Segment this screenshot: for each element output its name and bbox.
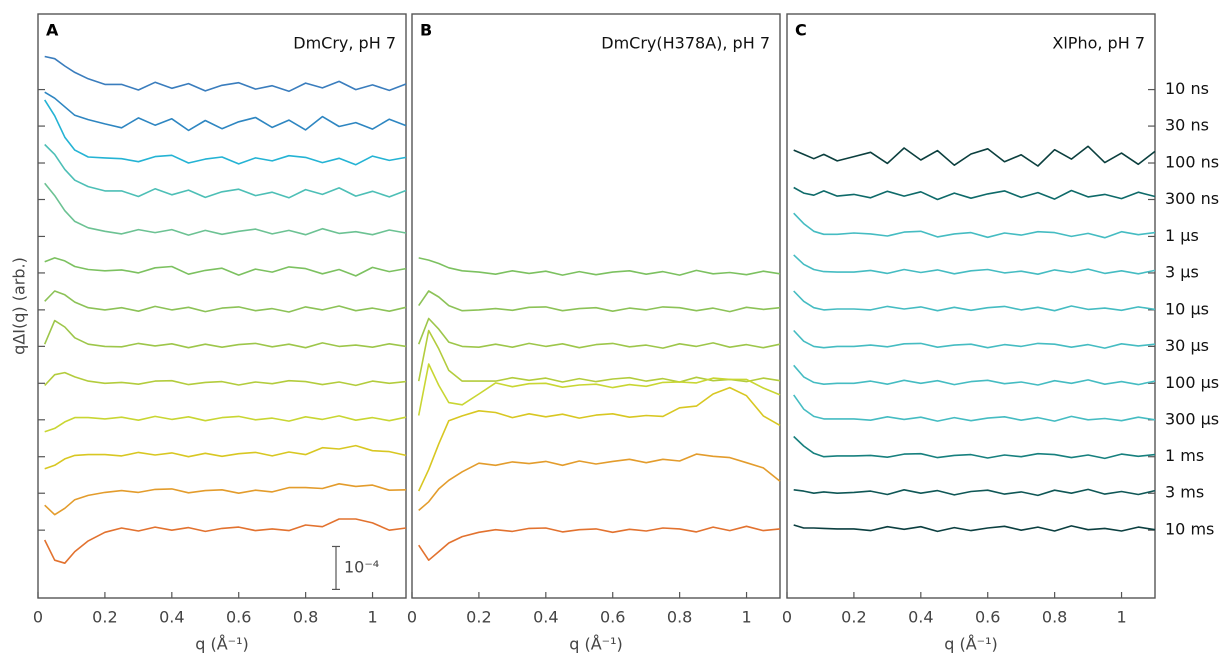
x-axis-label: q (Å⁻¹) xyxy=(195,635,249,654)
curve xyxy=(418,257,781,276)
x-tick-label: 0.2 xyxy=(92,608,117,627)
panel-letter: B xyxy=(420,21,432,40)
x-tick-label: 1 xyxy=(741,608,751,627)
delay-label: 1 ms xyxy=(1165,446,1204,465)
delay-label: 3 ms xyxy=(1165,483,1204,502)
delay-label: 300 µs xyxy=(1165,409,1219,428)
x-tick-label: 0.8 xyxy=(1042,608,1067,627)
delay-label: 3 µs xyxy=(1165,262,1199,281)
curve xyxy=(793,524,1156,533)
x-tick-label: 0.6 xyxy=(226,608,251,627)
delay-label: 10 µs xyxy=(1165,299,1209,318)
curve xyxy=(793,186,1156,201)
x-tick-label: 0.4 xyxy=(159,608,184,627)
x-tick-label: 0.2 xyxy=(841,608,866,627)
x-axis-label: q (Å⁻¹) xyxy=(944,635,998,654)
x-tick-label: 0.8 xyxy=(667,608,692,627)
curve xyxy=(44,483,407,516)
x-tick-label: 1 xyxy=(367,608,377,627)
panel-letter: A xyxy=(46,21,59,40)
delay-label: 30 µs xyxy=(1165,336,1209,355)
x-tick-label: 0.8 xyxy=(293,608,318,627)
delay-label: 10 ns xyxy=(1165,79,1209,98)
curve xyxy=(793,394,1156,422)
curve xyxy=(43,518,407,564)
curve xyxy=(418,453,781,512)
panel-title: DmCry(H378A), pH 7 xyxy=(601,34,770,53)
curve xyxy=(44,257,407,277)
curve xyxy=(793,145,1156,167)
curve xyxy=(44,143,407,199)
y-axis-label: qΔI(q) (arb.) xyxy=(10,257,29,355)
curve xyxy=(44,290,407,313)
curve xyxy=(793,212,1156,239)
delay-label: 300 ns xyxy=(1165,189,1219,208)
x-tick-label: 1 xyxy=(1116,608,1126,627)
curve xyxy=(793,488,1156,497)
curve xyxy=(418,525,781,561)
curve xyxy=(44,99,407,166)
curve xyxy=(417,317,781,349)
curve xyxy=(793,329,1156,349)
x-axis-label: q (Å⁻¹) xyxy=(569,635,623,654)
panel-title: DmCry, pH 7 xyxy=(293,34,396,53)
x-tick-label: 0.6 xyxy=(600,608,625,627)
delay-label: 30 ns xyxy=(1165,116,1209,135)
curve xyxy=(417,363,781,416)
curve xyxy=(43,319,407,349)
scale-bar-label: 10⁻⁴ xyxy=(344,557,379,576)
curve xyxy=(44,55,407,93)
curve xyxy=(793,364,1156,386)
delay-label: 1 µs xyxy=(1165,226,1199,245)
panel-letter: C xyxy=(795,21,807,40)
panel-frame xyxy=(37,13,407,599)
curve xyxy=(417,329,781,383)
panel-frame xyxy=(411,13,781,599)
panel-frame xyxy=(786,13,1156,599)
curve xyxy=(44,182,407,236)
curve xyxy=(793,254,1156,275)
curve xyxy=(793,290,1156,312)
x-tick-label: 0.6 xyxy=(975,608,1000,627)
delay-label: 100 ns xyxy=(1165,153,1219,172)
curve xyxy=(417,386,781,492)
curve xyxy=(44,91,407,132)
x-tick-label: 0.4 xyxy=(533,608,558,627)
x-tick-label: 0 xyxy=(782,608,792,627)
x-tick-label: 0 xyxy=(33,608,43,627)
curve xyxy=(44,415,407,433)
delay-label: 10 ms xyxy=(1165,520,1214,539)
x-tick-label: 0 xyxy=(407,608,417,627)
curve xyxy=(793,435,1156,460)
curve xyxy=(44,444,407,470)
curve xyxy=(44,371,407,387)
x-tick-label: 0.2 xyxy=(466,608,491,627)
x-tick-label: 0.4 xyxy=(908,608,933,627)
panel-title: XlPho, pH 7 xyxy=(1052,34,1145,53)
curve xyxy=(418,290,781,313)
delay-label: 100 µs xyxy=(1165,373,1219,392)
